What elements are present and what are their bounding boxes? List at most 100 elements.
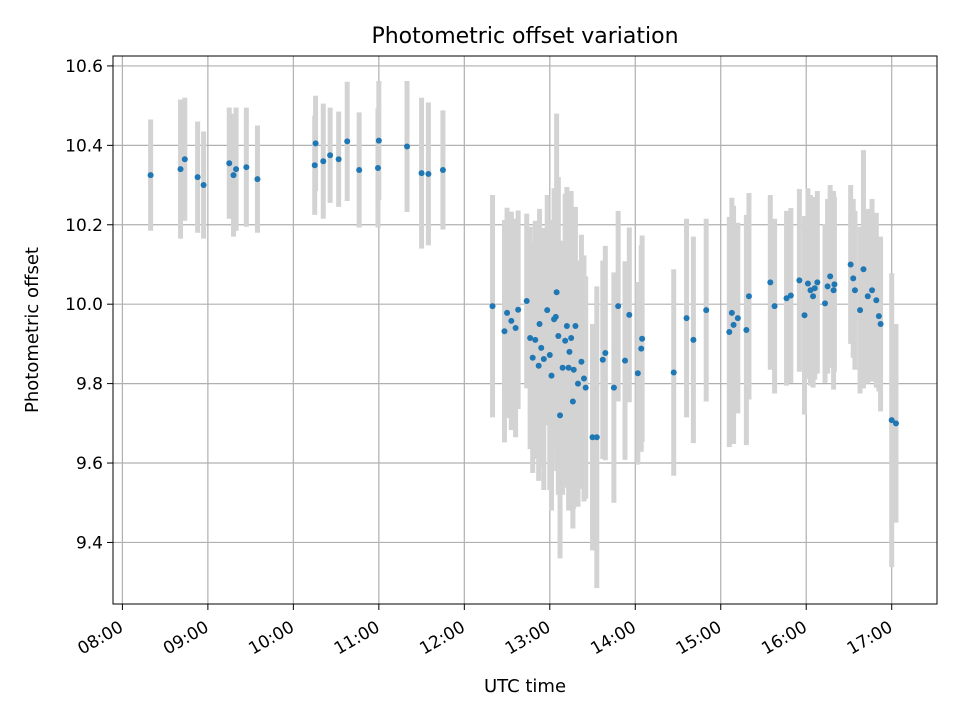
data-point [638, 345, 645, 352]
data-point [254, 176, 261, 183]
data-point [335, 156, 342, 163]
data-point [767, 279, 774, 286]
data-point [439, 166, 446, 173]
data-point [489, 303, 496, 310]
data-point [572, 323, 579, 330]
data-point [892, 420, 899, 427]
y-axis-label: Photometric offset [22, 247, 43, 413]
data-point [501, 328, 508, 335]
data-point [783, 295, 790, 302]
data-point [563, 323, 570, 330]
data-point [570, 366, 577, 373]
data-point [670, 369, 677, 376]
data-point [557, 412, 564, 419]
data-point [580, 375, 587, 382]
data-point [728, 309, 735, 316]
data-point [233, 166, 240, 173]
chart-title: Photometric offset variation [371, 24, 678, 49]
data-point [512, 325, 519, 332]
data-point [599, 356, 606, 363]
data-point [743, 327, 750, 333]
data-point [811, 285, 818, 292]
data-point [847, 261, 854, 268]
data-point [375, 137, 382, 144]
data-point [552, 313, 559, 320]
data-point [544, 307, 551, 314]
data-point [546, 352, 553, 359]
data-point [703, 307, 710, 314]
data-point [532, 336, 539, 343]
data-point [860, 266, 867, 273]
data-point [320, 158, 327, 165]
data-point [877, 321, 884, 328]
data-point [615, 303, 622, 310]
data-point [535, 362, 542, 369]
data-point [425, 170, 432, 177]
data-point [568, 334, 575, 341]
x-axis-label: UTC time [484, 676, 566, 697]
data-point [690, 336, 697, 343]
data-point [683, 315, 690, 322]
data-point [529, 354, 536, 361]
data-point [873, 297, 880, 304]
data-point [888, 417, 895, 424]
data-point [553, 289, 560, 296]
data-point [875, 313, 882, 320]
data-point [356, 166, 363, 173]
data-point [827, 273, 834, 280]
data-point [814, 279, 821, 286]
data-point [181, 156, 188, 163]
data-point [536, 321, 543, 328]
data-point [857, 307, 864, 314]
data-point [730, 321, 737, 328]
data-point [504, 309, 511, 316]
data-point [830, 287, 837, 294]
data-point [418, 170, 425, 177]
data-point [810, 293, 817, 300]
data-point [243, 164, 250, 171]
data-point [566, 348, 573, 355]
data-point [548, 372, 555, 379]
data-point [851, 287, 858, 294]
data-point [515, 306, 522, 313]
data-point [734, 315, 741, 322]
data-point [589, 434, 596, 441]
data-point [869, 287, 876, 294]
data-point [177, 166, 184, 173]
data-point [831, 281, 838, 288]
data-point [523, 298, 530, 305]
data-point [230, 172, 237, 179]
data-point [538, 344, 545, 351]
data-point [569, 398, 576, 405]
data-point [726, 328, 733, 335]
data-point [344, 138, 351, 145]
data-point [200, 182, 207, 189]
data-point [626, 311, 633, 318]
data-point [787, 292, 794, 299]
data-point [374, 164, 381, 171]
y-tick-label: 9.4 [76, 533, 103, 553]
data-point [312, 140, 319, 147]
data-point [796, 277, 803, 284]
data-point [582, 384, 589, 391]
data-point [404, 143, 411, 150]
data-point [850, 275, 857, 282]
data-point [555, 332, 562, 339]
y-tick-label: 9.8 [76, 375, 103, 395]
data-point [311, 162, 318, 169]
data-point [327, 152, 334, 159]
data-point [540, 355, 547, 362]
data-point [745, 293, 752, 300]
data-point [562, 337, 569, 344]
data-point [824, 283, 831, 290]
data-point [804, 280, 811, 287]
y-tick-label: 10.0 [65, 295, 103, 315]
data-point [226, 160, 233, 167]
y-tick-label: 10.2 [65, 216, 103, 236]
y-tick-label: 9.6 [76, 454, 103, 474]
data-point [147, 172, 154, 179]
data-point [801, 312, 808, 319]
y-tick-label: 10.4 [65, 136, 103, 156]
data-point [508, 317, 515, 324]
